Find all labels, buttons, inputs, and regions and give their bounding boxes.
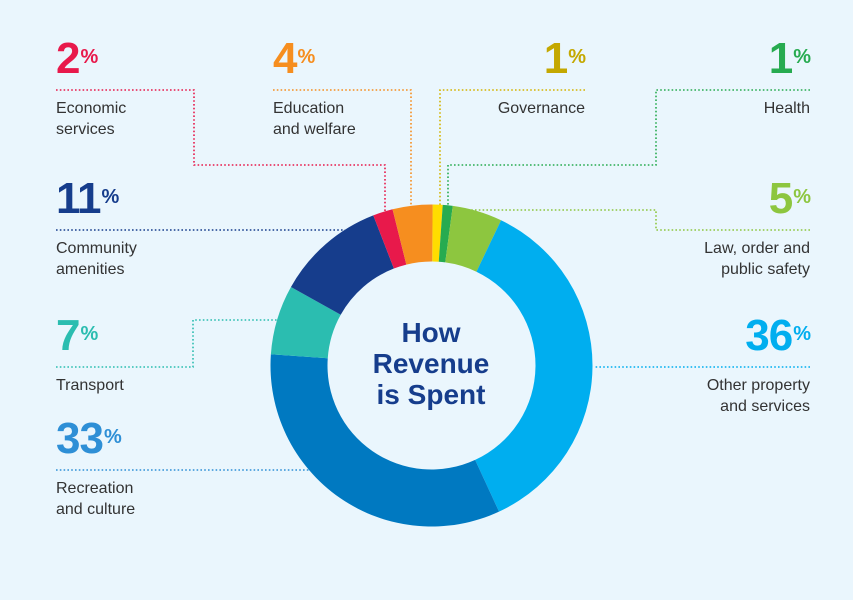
category-name: Other property and services	[706, 377, 810, 415]
percent-value: 4%	[273, 37, 356, 81]
percent-value: 7%	[56, 314, 124, 358]
value-number: 5	[768, 174, 794, 223]
category-name: Economic services	[56, 100, 127, 138]
value-number: 1	[768, 34, 794, 83]
label-education: 4% Education and welfare	[273, 37, 356, 140]
label-economic: 2% Economic services	[56, 37, 126, 140]
donut-slice-transport	[270, 286, 341, 359]
percent-sign: %	[80, 46, 98, 68]
label-recreation: 33% Recreation and culture	[56, 417, 135, 520]
category-name: Health	[763, 100, 810, 117]
percent-sign: %	[80, 323, 98, 345]
category-name: Transport	[56, 377, 124, 394]
percent-sign: %	[793, 323, 811, 345]
percent-sign: %	[103, 426, 122, 448]
value-number: 2	[56, 34, 81, 83]
label-law: 5% Law, order and public safety	[704, 174, 811, 280]
percent-value: 1%	[764, 34, 811, 83]
donut-slice-economic-services	[373, 209, 407, 269]
donut-slice-law-order-and-public-safety	[445, 205, 502, 272]
percent-value: 33%	[56, 417, 135, 461]
value-number: 33	[56, 414, 104, 463]
label-transport: 7% Transport	[56, 314, 124, 396]
value-number: 11	[56, 174, 102, 223]
percent-value: 1%	[498, 34, 586, 83]
category-name: Recreation and culture	[56, 480, 136, 518]
donut-slice-recreation-and-culture	[270, 354, 500, 527]
donut-slice-education-and-welfare	[392, 204, 433, 265]
leader-line-transport	[56, 319, 282, 368]
percent-sign: %	[793, 46, 811, 68]
category-name: Community amenities	[56, 240, 137, 278]
percent-value: 5%	[704, 174, 811, 223]
percent-value: 11%	[56, 177, 137, 221]
percent-sign: %	[568, 46, 586, 68]
value-number: 4	[273, 34, 298, 83]
category-name: Governance	[497, 100, 585, 117]
label-community: 11% Community amenities	[56, 177, 137, 280]
leader-line-governance	[439, 89, 585, 206]
percent-sign: %	[297, 46, 315, 68]
leader-line-education	[273, 89, 412, 206]
category-name: Education and welfare	[273, 100, 356, 138]
value-number: 7	[56, 311, 81, 360]
percent-sign: %	[793, 186, 811, 208]
percent-sign: %	[101, 186, 120, 208]
donut-slice-governance	[432, 204, 443, 262]
percent-value: 36%	[707, 311, 811, 360]
value-number: 36	[745, 311, 793, 360]
category-name: Law, order and public safety	[704, 240, 810, 278]
donut-slice-community-amenities	[290, 215, 394, 315]
leader-line-law	[470, 209, 810, 231]
label-governance: 1% Governance	[497, 34, 586, 119]
donut-slice-health	[438, 204, 453, 263]
label-other: 36% Other property and services	[706, 311, 811, 417]
leader-line-health	[447, 89, 810, 206]
chart-title: How Revenue is Spent	[372, 317, 490, 410]
leader-line-economic	[56, 89, 386, 212]
donut-slice-other-property-and-services	[475, 220, 593, 512]
percent-value: 2%	[56, 37, 126, 81]
label-health: 1% Health	[763, 34, 811, 119]
value-number: 1	[543, 34, 569, 83]
